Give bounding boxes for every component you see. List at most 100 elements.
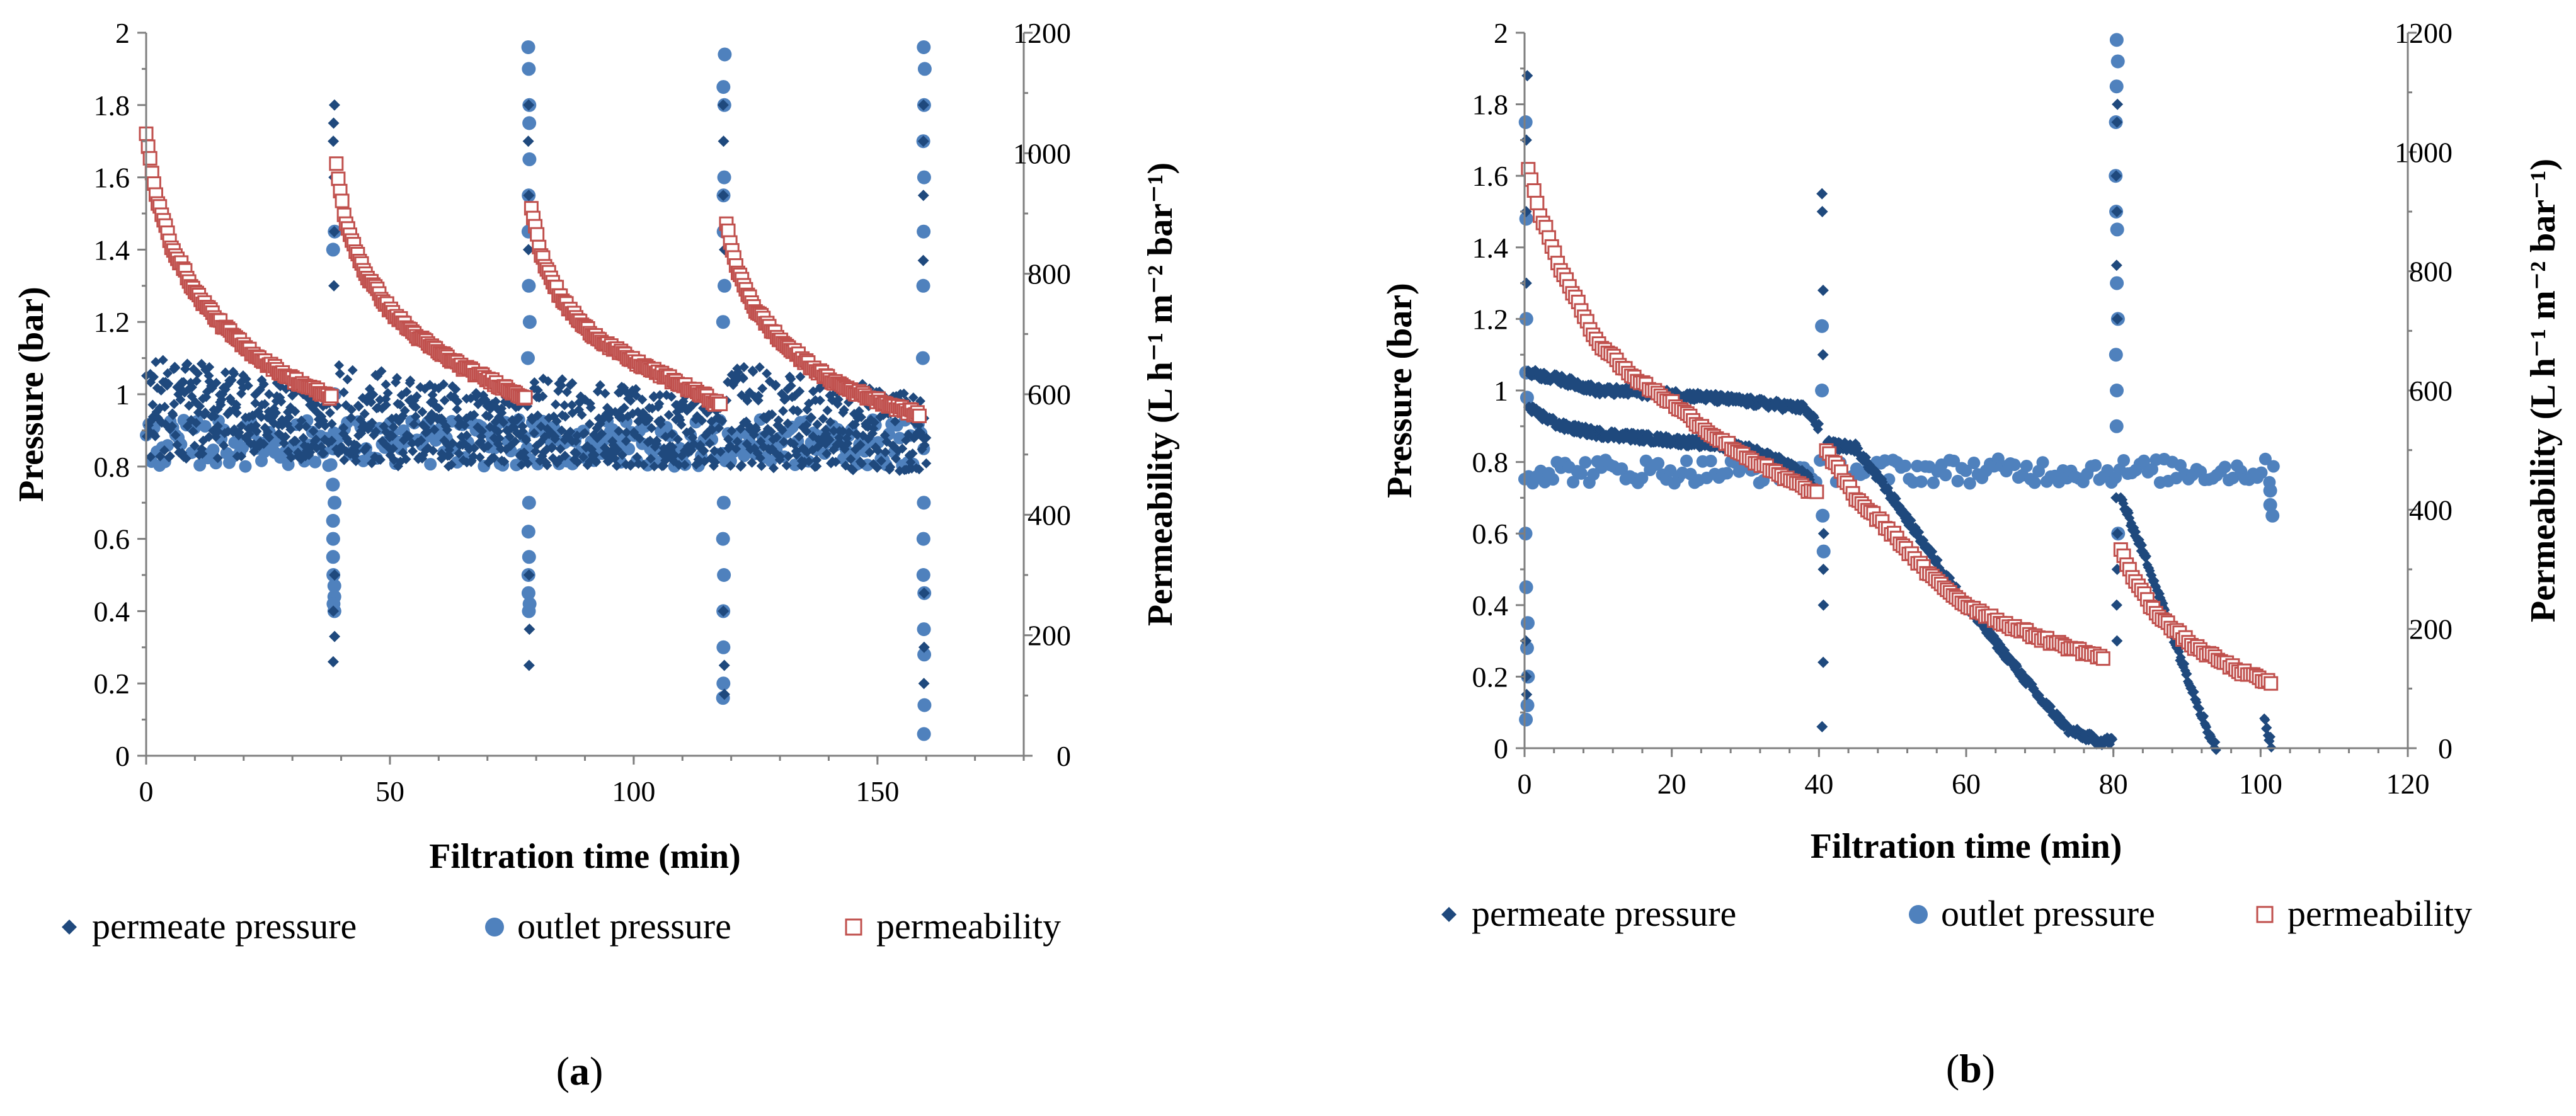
legend: permeate pressure outlet pressure permeabi… bbox=[1441, 893, 2472, 934]
x-tick-label: 20 bbox=[1657, 768, 1686, 800]
outlet-pressure-point bbox=[326, 242, 340, 257]
permeate-pressure-point bbox=[523, 659, 535, 671]
permeate-pressure-point bbox=[591, 457, 602, 467]
permeate-pressure-point bbox=[220, 367, 231, 378]
outlet-pressure-point bbox=[716, 676, 731, 691]
permeate-pressure-point bbox=[338, 423, 349, 433]
outlet-pressure-point bbox=[324, 458, 338, 471]
permeate-pressure-point bbox=[812, 419, 823, 430]
axes bbox=[137, 31, 1033, 765]
permeate-pressure-point bbox=[212, 421, 223, 431]
outlet-pressure-point bbox=[2109, 33, 2124, 47]
permeate-pressure-point bbox=[793, 406, 803, 417]
permeate-pressure-point bbox=[381, 379, 391, 390]
outlet-pressure-point bbox=[716, 532, 730, 546]
permeate-pressure-point bbox=[1914, 527, 1925, 537]
permeate-pressure-point bbox=[490, 396, 501, 407]
permeate-pressure-point bbox=[188, 426, 198, 436]
permeate-pressure-point bbox=[338, 387, 349, 397]
permeate-pressure-point bbox=[429, 424, 440, 435]
permeate-pressure-point bbox=[352, 440, 362, 451]
permeate-pressure-point bbox=[347, 365, 358, 375]
permeate-pressure-point bbox=[898, 388, 909, 399]
permeate-pressure-point bbox=[350, 446, 361, 457]
permeate-pressure-point bbox=[782, 418, 793, 429]
permeate-pressure-point bbox=[1520, 277, 1532, 289]
permeate-pressure-point bbox=[832, 399, 843, 409]
permeate-pressure-point bbox=[165, 451, 176, 462]
y2-tick-label: 200 bbox=[2409, 613, 2453, 646]
outlet-pressure-point bbox=[522, 550, 536, 564]
outlet-pressure-point bbox=[326, 513, 340, 528]
permeate-pressure-point bbox=[346, 413, 357, 423]
permeate-pressure-point bbox=[572, 457, 583, 467]
outlet-pressure-point bbox=[2110, 276, 2124, 290]
permeate-pressure-point bbox=[459, 420, 470, 431]
permeate-pressure-point bbox=[609, 453, 620, 464]
outlet-pressure-point bbox=[1967, 457, 1981, 470]
outlet-pressure-point bbox=[1519, 212, 1533, 226]
permeability-point bbox=[331, 171, 346, 186]
y-tick-label: 0.4 bbox=[94, 595, 130, 627]
permeate-pressure-point bbox=[1818, 599, 1829, 611]
y2-tick-label: 600 bbox=[2409, 375, 2453, 407]
y2-tick-label: 200 bbox=[1028, 620, 1071, 652]
permeate-pressure-point bbox=[646, 423, 657, 433]
outlet-pressure-point bbox=[716, 496, 731, 510]
outlet-pressure-point bbox=[522, 278, 536, 293]
permeate-pressure-point bbox=[468, 451, 479, 462]
permeate-pressure-point bbox=[494, 433, 505, 444]
permeate-pressure-point bbox=[286, 452, 297, 463]
permeate-pressure-point bbox=[811, 461, 822, 472]
outlet-pressure-point bbox=[2110, 54, 2125, 69]
permeate-pressure-point bbox=[560, 411, 571, 422]
outlet-pressure-point bbox=[916, 532, 930, 546]
permeate-pressure-point bbox=[839, 404, 849, 415]
y-tick-label: 0.2 bbox=[1472, 661, 1509, 693]
permeate-pressure-point bbox=[410, 402, 421, 413]
outlet-pressure-point bbox=[2267, 460, 2280, 473]
legend-label: permeate pressure bbox=[1472, 893, 1736, 934]
permeate-pressure-point bbox=[2260, 714, 2270, 725]
permeate-pressure-point bbox=[258, 438, 269, 449]
permeate-pressure-point bbox=[260, 399, 270, 409]
panel-label-letter: a bbox=[570, 1049, 590, 1093]
permeate-pressure-point bbox=[1816, 720, 1828, 732]
permeate-pressure-point bbox=[452, 396, 463, 407]
permeate-pressure-point bbox=[885, 462, 896, 472]
permeate-pressure-point bbox=[848, 465, 859, 475]
permeate-pressure-point bbox=[1816, 206, 1828, 217]
permeate-pressure-point bbox=[392, 373, 403, 384]
permeate-pressure-point bbox=[155, 451, 166, 462]
permeate-pressure-point bbox=[201, 392, 212, 402]
permeate-pressure-point bbox=[561, 387, 572, 397]
legend-label: permeate pressure bbox=[92, 906, 357, 947]
outlet-pressure-point bbox=[198, 419, 212, 433]
permeate-pressure-point bbox=[367, 418, 377, 428]
outlet-pressure-point bbox=[738, 449, 751, 462]
outlet-pressure-point bbox=[915, 351, 930, 365]
permeate-pressure-point bbox=[704, 438, 715, 449]
permeate-pressure-point bbox=[350, 456, 361, 467]
permeate-pressure-point bbox=[442, 424, 452, 435]
outlet-pressure-point bbox=[2101, 464, 2114, 477]
y-tick-label: 0.2 bbox=[94, 668, 130, 700]
permeate-pressure-point bbox=[756, 460, 767, 471]
outlet-pressure-point bbox=[193, 458, 207, 472]
legend-label: outlet pressure bbox=[1941, 893, 2155, 934]
permeate-pressure-point bbox=[718, 190, 730, 202]
panel-label-letter: b bbox=[1959, 1046, 1982, 1091]
y2-tick-label: 800 bbox=[1028, 258, 1071, 290]
permeate-pressure-point bbox=[619, 402, 629, 413]
outlet-pressure-point bbox=[521, 586, 535, 600]
outlet-pressure-point bbox=[1652, 457, 1665, 470]
permeate-pressure-point bbox=[550, 399, 561, 410]
permeate-pressure-point bbox=[1995, 639, 2006, 650]
permeate-pressure-point bbox=[869, 417, 879, 428]
permeate-pressure-point bbox=[1818, 564, 1829, 575]
y-tick-label: 2 bbox=[1494, 17, 1508, 49]
chart-panel-b: 00.20.40.60.811.21.41.61.820200400600800… bbox=[1380, 17, 2563, 1091]
outlet-pressure-point bbox=[2138, 454, 2151, 467]
permeate-pressure-point bbox=[825, 417, 835, 428]
permeate-pressure-point bbox=[496, 443, 507, 454]
